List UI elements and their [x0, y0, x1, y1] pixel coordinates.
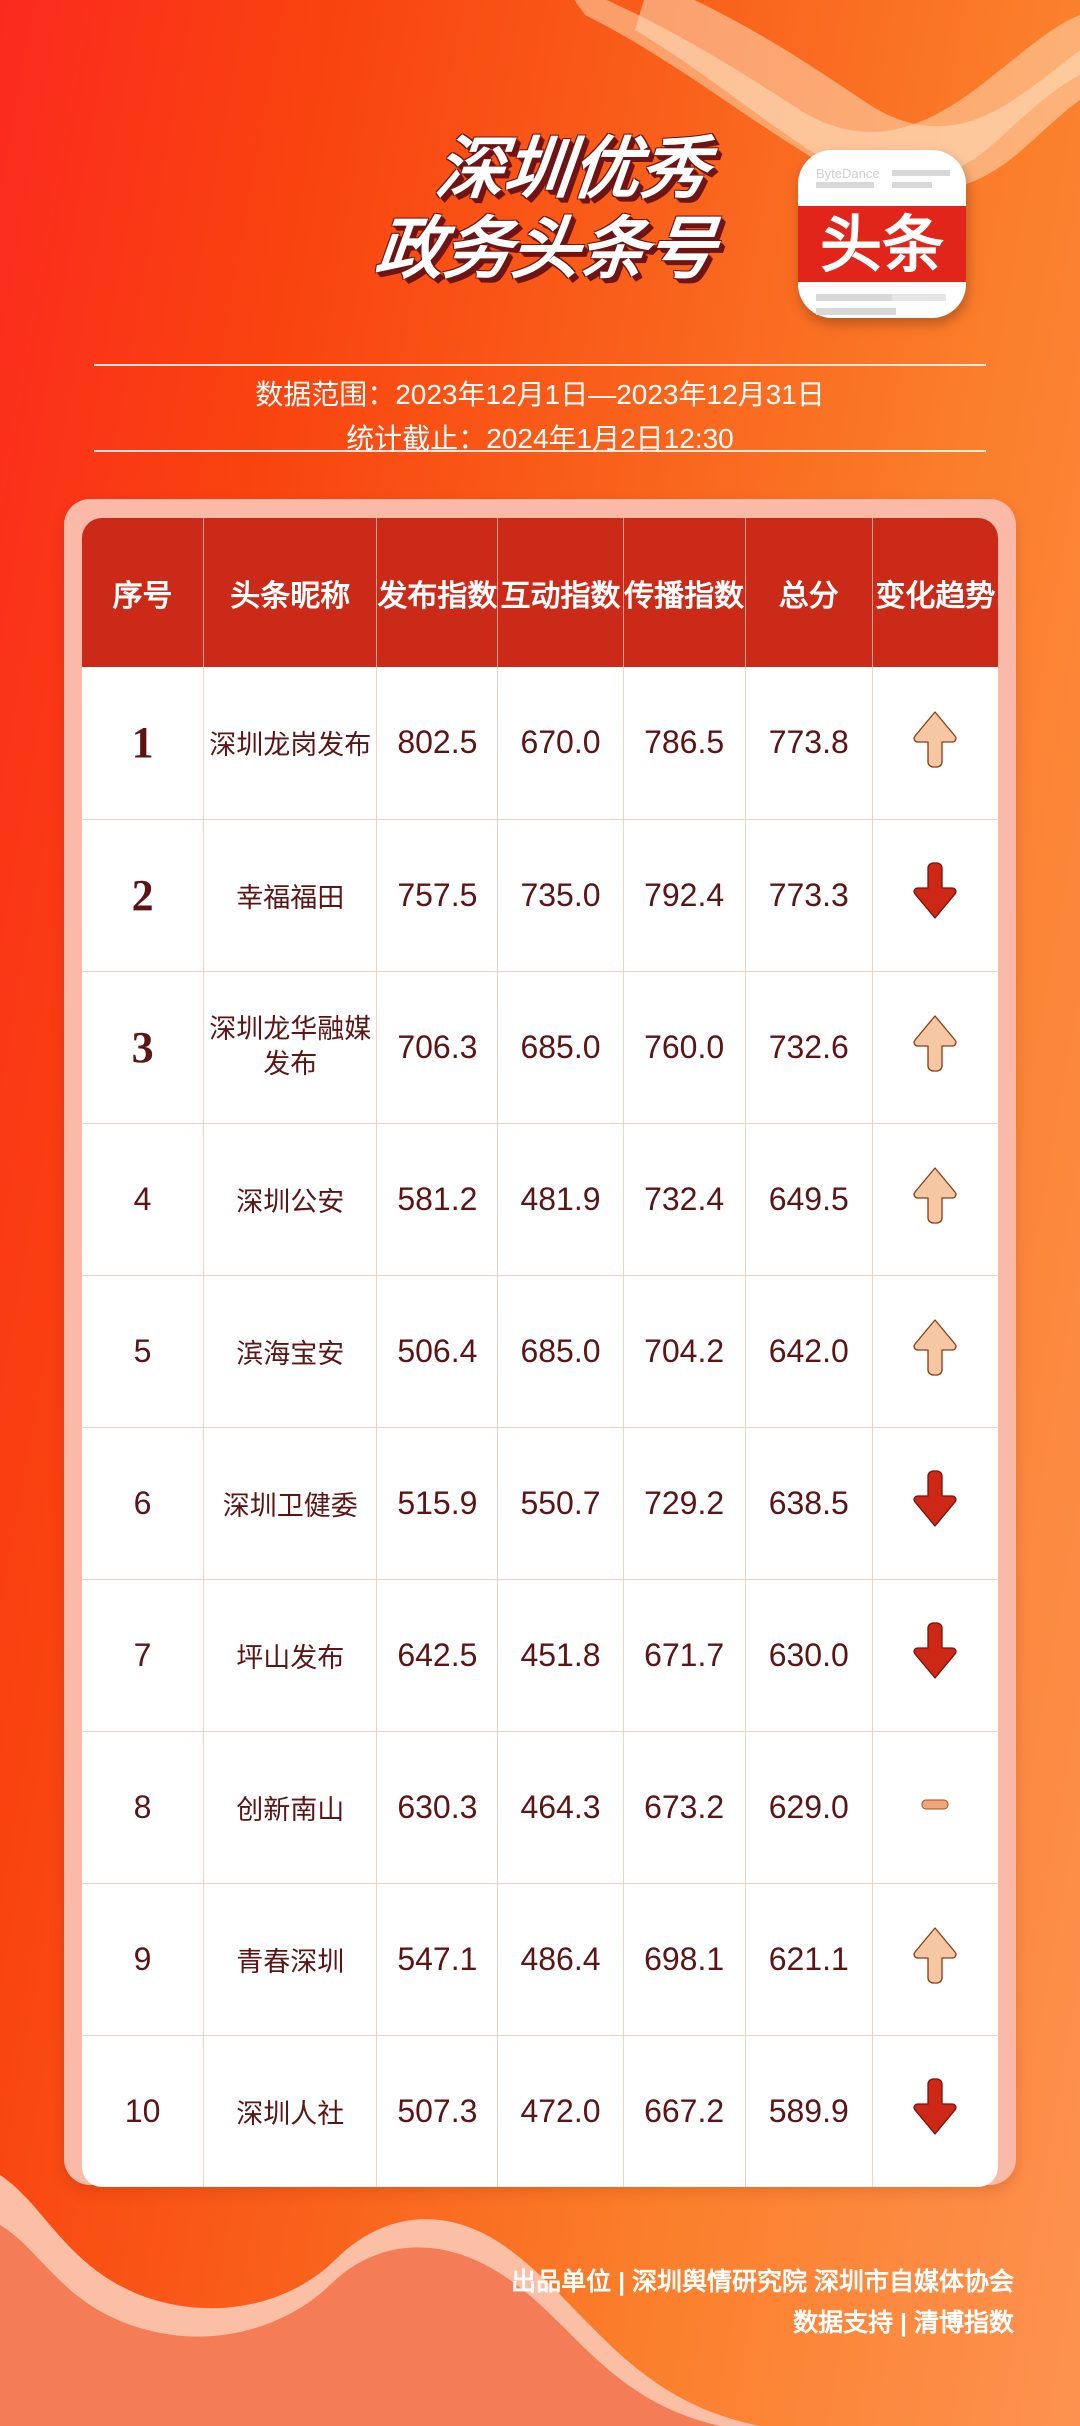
svg-text:ByteDance: ByteDance [816, 166, 880, 181]
svg-text:头条: 头条 [820, 211, 944, 280]
